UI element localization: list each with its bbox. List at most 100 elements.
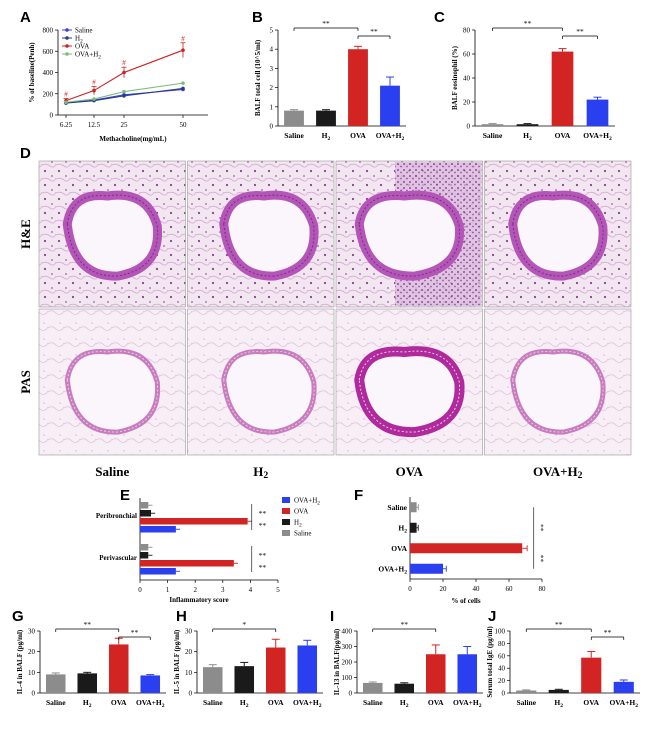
x-tick-label: 0 xyxy=(138,586,142,594)
x-tick-label: 20 xyxy=(440,585,448,593)
significance-label: ** xyxy=(259,563,267,572)
x-tick-label: Saline xyxy=(46,698,66,707)
y-tick-label: 0 xyxy=(467,123,471,131)
airway-wall xyxy=(64,348,161,435)
y-axis-label: IL-5 in BALF (pg/ml) xyxy=(173,629,181,694)
micrograph-pas-3 xyxy=(484,308,632,456)
y-tick-label: 30 xyxy=(185,628,193,636)
y-tick-label: 600 xyxy=(43,48,54,56)
bar-ova xyxy=(551,51,574,126)
group-label-0: Peribronchial xyxy=(96,512,137,520)
legend-marker xyxy=(65,52,69,56)
x-tick-label: OVA+H2 xyxy=(136,698,165,709)
bar-saline xyxy=(202,667,223,693)
airway-wall xyxy=(354,346,465,438)
x-tick-label: 80 xyxy=(539,585,547,593)
epithelium xyxy=(223,194,315,277)
y-tick-label: 200 xyxy=(43,90,54,98)
legend-swatch xyxy=(282,497,290,503)
bar-saline xyxy=(362,682,383,693)
panel-letter-d: D xyxy=(20,145,31,162)
significance-label: ** xyxy=(576,27,584,36)
chart-f-hbar: 0 20 40 60 80 % of cells Saline H2 OVA OVA+H2 ** ** xyxy=(378,497,546,605)
x-tick-label: H2 xyxy=(554,698,563,709)
x-tick-label: 60 xyxy=(506,585,514,593)
x-tick-label: 40 xyxy=(473,585,481,593)
airway-wall xyxy=(510,348,606,435)
chart-h-bar: 0 10 20 30 IL-5 in BALF (pg/ml) Saline H2 OVA OV… xyxy=(173,620,323,709)
significance-label: ** xyxy=(259,551,267,560)
y-tick-label: Saline xyxy=(387,503,407,512)
panel-letter-h: H xyxy=(176,608,187,625)
x-tick-label: OVA xyxy=(555,131,571,140)
legend-swatch xyxy=(282,530,290,536)
y-axis-label: Serum total IgE (pg/ml) xyxy=(486,626,494,698)
data-point xyxy=(64,100,68,105)
micrograph-he-2 xyxy=(335,160,483,308)
significance-label: ** xyxy=(401,620,409,629)
x-tick-label: OVA+H2 xyxy=(453,698,482,709)
bar-saline xyxy=(45,674,66,693)
x-tick-label: 0 xyxy=(408,585,412,593)
airway-wall xyxy=(354,190,465,281)
y-tick-label: 80 xyxy=(463,27,471,35)
data-point xyxy=(92,88,96,93)
y-tick-label: 0 xyxy=(349,690,353,698)
data-point xyxy=(92,97,96,101)
x-axis-label: Methacholine(mg/mL) xyxy=(99,135,167,143)
y-tick-label: 10 xyxy=(185,669,193,677)
bar-saline xyxy=(516,690,537,693)
bar-ova-h2 xyxy=(457,654,478,693)
bar-ova-h2 xyxy=(613,681,634,693)
y-tick-label: 0 xyxy=(189,690,193,698)
y-tick-label: 20 xyxy=(28,648,36,656)
bar-h2 xyxy=(548,689,569,693)
legend-label: Saline xyxy=(75,27,93,35)
bar-h2 xyxy=(234,666,255,693)
bar-ova xyxy=(140,560,234,567)
x-tick-label: 25 xyxy=(121,121,129,129)
bar-h2 xyxy=(516,124,539,126)
row-label-1: PAS xyxy=(18,370,33,394)
y-tick-label: 100 xyxy=(495,628,506,636)
x-tick-label: H2 xyxy=(523,131,532,142)
airway-wall xyxy=(508,190,608,281)
y-axis-label: BALF total cell (10^5/ml) xyxy=(254,39,262,116)
chart-g-bar: 0 10 20 30 IL-4 in BALF (pg/ml) Saline H2 OVA OV… xyxy=(16,620,166,709)
x-tick-label: 4 xyxy=(249,586,253,594)
bar-ova xyxy=(140,518,248,525)
y-tick-label: 800 xyxy=(43,27,54,35)
micrograph-he-3 xyxy=(484,160,632,308)
bar-ova xyxy=(265,647,286,693)
panel-letter-f: F xyxy=(354,487,363,504)
column-label-0: Saline xyxy=(95,464,129,479)
legend-marker xyxy=(65,36,69,40)
x-tick-label: 12.5 xyxy=(88,121,101,129)
chart-a-line: 0 200 400 600 800 6.25 12.5 25 50 Methacholine(mg… xyxy=(28,27,208,143)
significance-label: ** xyxy=(524,19,532,28)
bar-ova xyxy=(410,543,523,554)
significance-label: ** xyxy=(259,509,267,518)
annotation-hash: # xyxy=(181,34,185,43)
airway-wall xyxy=(62,190,163,281)
x-axis-label: % of cells xyxy=(451,597,480,605)
y-tick-label: 4 xyxy=(270,46,274,54)
y-tick-label: 200 xyxy=(342,659,353,667)
chart-e-hbar: 0 1 2 3 4 5 Inflammatory score Peribronchial ** *… xyxy=(96,497,320,605)
significance-label: * xyxy=(242,620,246,629)
significance-label: ** xyxy=(370,27,378,36)
panel-letter-i: I xyxy=(330,608,334,625)
bar-h2 xyxy=(140,510,152,517)
x-tick-label: H2 xyxy=(322,131,331,142)
significance-label: ** xyxy=(537,555,546,563)
y-tick-label: 300 xyxy=(342,643,353,651)
x-tick-label: 2 xyxy=(193,586,197,594)
y-axis-label: IL-13 in BALF(pg/ml) xyxy=(333,628,341,695)
x-tick-label: Saline xyxy=(363,698,383,707)
y-tick-label: 5 xyxy=(270,27,274,35)
airway-wall xyxy=(219,190,319,281)
x-tick-label: H2 xyxy=(240,698,249,709)
x-tick-label: 5 xyxy=(276,586,280,594)
y-tick-label: OVA+H2 xyxy=(378,564,407,575)
